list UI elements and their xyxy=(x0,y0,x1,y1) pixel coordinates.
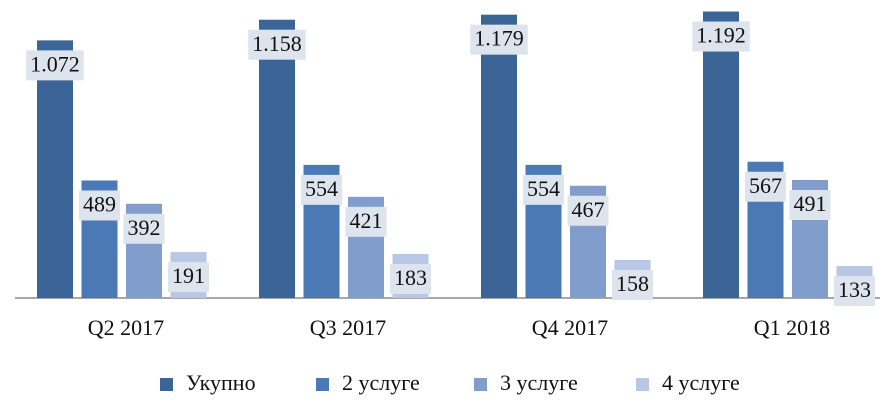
bar xyxy=(481,14,517,299)
data-label: 491 xyxy=(794,191,827,216)
legend-swatch xyxy=(316,378,329,391)
bar xyxy=(259,19,295,298)
data-label-box xyxy=(168,262,209,293)
data-label: 392 xyxy=(128,215,161,240)
data-label-box xyxy=(301,174,342,205)
data-label: 1.192 xyxy=(696,23,746,48)
legend-swatch xyxy=(636,378,649,391)
bar xyxy=(37,40,73,298)
data-label-box xyxy=(470,24,528,55)
legend-label: 4 услуге xyxy=(662,370,740,395)
data-label-box xyxy=(123,213,165,244)
x-tick-label: Q4 2017 xyxy=(532,315,608,340)
data-label-box xyxy=(612,270,653,301)
data-label: 1.158 xyxy=(252,31,302,56)
data-label: 191 xyxy=(172,263,205,288)
legend-swatch xyxy=(160,378,173,391)
legend-label: Укупно xyxy=(186,370,256,395)
data-label-box xyxy=(345,206,387,237)
data-label: 158 xyxy=(616,271,649,296)
bar xyxy=(703,11,739,298)
data-label-box xyxy=(567,195,609,226)
data-label: 1.072 xyxy=(30,51,80,76)
data-label-box xyxy=(745,171,786,202)
data-label: 489 xyxy=(83,192,116,217)
legend-label: 2 услуге xyxy=(342,370,420,395)
data-label: 554 xyxy=(527,176,560,201)
data-label: 421 xyxy=(350,208,383,233)
data-label: 554 xyxy=(305,176,338,201)
data-label-box xyxy=(789,190,831,221)
x-tick-label: Q3 2017 xyxy=(310,315,386,340)
data-label-box xyxy=(523,174,564,205)
data-label-box xyxy=(834,276,875,307)
legend-label: 3 услуге xyxy=(500,370,578,395)
data-label: 1.179 xyxy=(474,26,524,51)
data-label-box xyxy=(390,264,431,295)
data-label-box xyxy=(79,190,120,221)
x-tick-label: Q2 2017 xyxy=(88,315,164,340)
x-tick-label: Q1 2018 xyxy=(754,315,830,340)
data-label-box xyxy=(692,21,750,52)
data-label: 467 xyxy=(572,197,605,222)
data-label-box xyxy=(248,29,306,60)
legend-swatch xyxy=(474,378,487,391)
data-label: 183 xyxy=(394,265,427,290)
data-label: 567 xyxy=(749,173,782,198)
data-label: 133 xyxy=(838,277,871,302)
data-label-box xyxy=(26,50,84,81)
